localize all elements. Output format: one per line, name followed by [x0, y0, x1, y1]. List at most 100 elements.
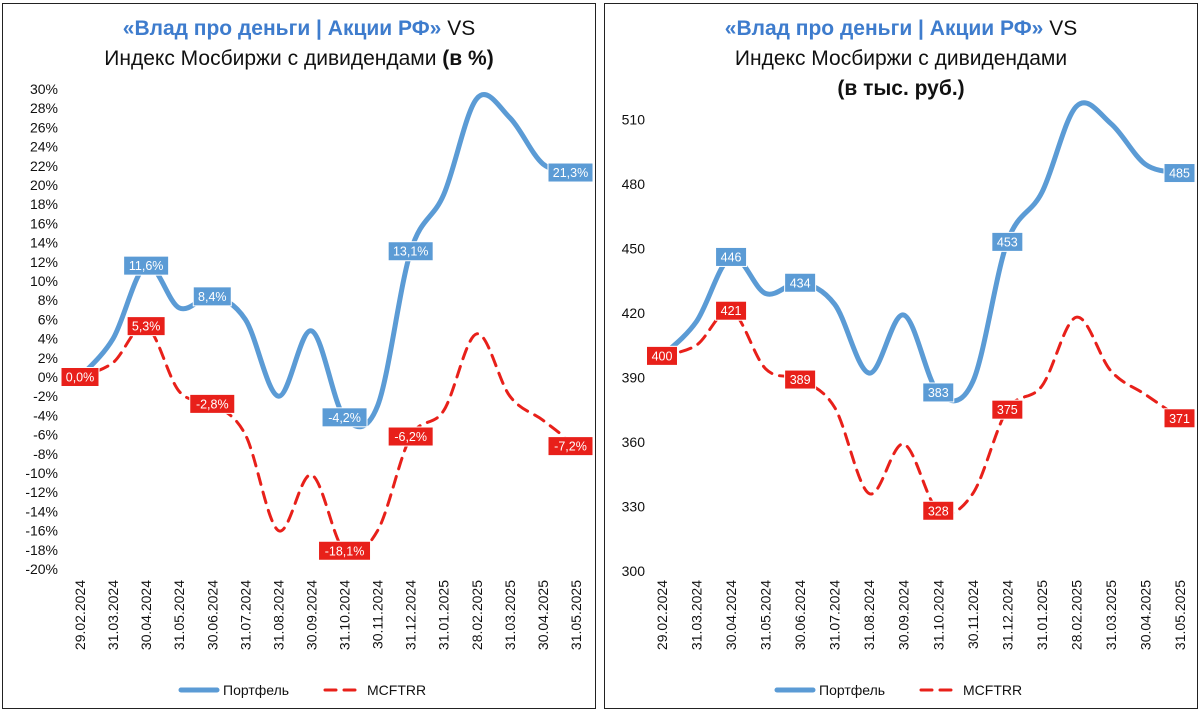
y-tick-label: -2%: [33, 388, 58, 404]
data-label: 434: [784, 272, 817, 293]
y-tick-label: -20%: [25, 561, 58, 577]
data-label: 383: [922, 382, 955, 403]
data-label: 485: [1163, 163, 1196, 184]
data-label: -2,8%: [189, 393, 236, 414]
data-label: 11,6%: [123, 255, 170, 276]
svg-text:-18,1%: -18,1%: [325, 544, 365, 558]
x-tick-label: 30.09.2024: [896, 580, 912, 650]
x-tick-label: 31.08.2024: [270, 580, 286, 650]
legend-label-mcftrr: MCFTRR: [963, 682, 1022, 698]
legend-label-mcftrr: MCFTRR: [367, 682, 426, 698]
data-label: 389: [784, 369, 817, 390]
chart-panel-rubles: «Влад про деньги | Акции РФ» VS Индекс М…: [604, 3, 1198, 709]
x-tick-label: 31.07.2024: [237, 580, 253, 650]
y-tick-label: 20%: [30, 177, 58, 193]
chart-title-vs: VS: [441, 17, 476, 40]
svg-text:446: 446: [721, 250, 742, 264]
chart-title-line3: (в тыс. руб.): [837, 77, 965, 100]
y-tick-label: 16%: [30, 215, 58, 231]
line-chart-percent: -20% -18% -16% -14% -12% -10% -8% -6% -4% -2% 0% 2%…: [25, 81, 594, 698]
y-tick-label: 300: [622, 563, 646, 579]
svg-text:383: 383: [928, 386, 949, 400]
data-label: 0,0%: [60, 367, 100, 387]
y-tick-label: 330: [622, 498, 646, 514]
data-label: 5,3%: [126, 316, 166, 337]
series-line-portfolio: [77, 92, 579, 430]
series-line-mcftrr: [78, 324, 578, 556]
y-tick-label: 24%: [30, 139, 58, 155]
y-tick-label: 480: [622, 176, 646, 192]
y-tick-label: -8%: [33, 446, 58, 462]
x-tick-label: 29.02.2024: [72, 580, 88, 650]
data-label: 375: [991, 399, 1024, 420]
y-tick-label: -18%: [25, 542, 58, 558]
legend-label-portfolio: Портфель: [223, 682, 289, 698]
svg-text:0,0%: 0,0%: [66, 371, 95, 385]
y-tick-label: 0%: [38, 369, 58, 385]
data-label: 371: [1163, 408, 1196, 429]
chart-panel-percent: «Влад про деньги | Акции РФ» VS Индекс М…: [2, 3, 596, 709]
data-label: 8,4%: [192, 286, 232, 307]
x-tick-label: 30.04.2025: [535, 580, 551, 650]
y-tick-label: 10%: [30, 273, 58, 289]
y-tick-label: -14%: [25, 503, 58, 519]
data-label: 446: [715, 246, 748, 267]
x-tick-label: 29.02.2024: [654, 580, 670, 650]
x-tick-label: 31.10.2024: [337, 580, 353, 650]
y-tick-label: 4%: [38, 331, 58, 347]
x-tick-label: 31.01.2025: [436, 580, 452, 650]
y-tick-label: 510: [622, 111, 646, 127]
data-label: -6,2%: [387, 426, 434, 447]
x-tick-label: 31.10.2024: [930, 580, 946, 650]
y-tick-label: 360: [622, 434, 646, 450]
svg-text:375: 375: [997, 403, 1018, 417]
x-tick-label: 31.05.2025: [1172, 580, 1188, 650]
y-tick-label: 22%: [30, 158, 58, 174]
chart-title-brand: «Влад про деньги | Акции РФ»: [724, 17, 1044, 40]
data-label: -4,2%: [321, 407, 368, 428]
data-label: 21,3%: [547, 162, 594, 183]
y-tick-label: 14%: [30, 235, 58, 251]
x-tick-label: 30.09.2024: [303, 580, 319, 650]
svg-text:-2,8%: -2,8%: [196, 397, 229, 411]
x-tick-label: 31.03.2025: [1103, 580, 1119, 650]
svg-text:400: 400: [652, 349, 673, 363]
x-tick-label: 30.11.2024: [965, 580, 981, 649]
y-tick-label: -4%: [33, 407, 58, 423]
y-tick-label: 2%: [38, 350, 58, 366]
chart-title-line1: «Влад про деньги | Акции РФ» VS: [605, 16, 1197, 42]
series-line-mcftrr: [660, 309, 1182, 516]
y-tick-label: 420: [622, 305, 646, 321]
svg-text:328: 328: [928, 504, 949, 518]
chart-title-vs: VS: [1043, 17, 1078, 40]
svg-text:453: 453: [997, 235, 1018, 249]
chart-title-text: Индекс Мосбиржи с дивидендами: [104, 47, 443, 70]
x-tick-label: 31.05.2024: [758, 580, 774, 650]
x-tick-label: 30.04.2024: [138, 580, 154, 650]
x-tick-label: 31.12.2024: [999, 580, 1015, 650]
x-tick-label: 31.12.2024: [403, 580, 419, 650]
x-tick-label: 30.06.2024: [204, 580, 220, 650]
svg-text:-7,2%: -7,2%: [554, 440, 587, 454]
x-tick-label: 31.03.2025: [502, 580, 518, 650]
legend-label-portfolio: Портфель: [819, 682, 885, 698]
svg-text:11,6%: 11,6%: [129, 259, 164, 273]
svg-text:-6,2%: -6,2%: [394, 430, 427, 444]
chart-title-text: Индекс Мосбиржи с дивидендами: [734, 47, 1068, 70]
y-tick-label: -10%: [25, 465, 58, 481]
y-tick-label: 390: [622, 369, 646, 385]
y-tick-label: 28%: [30, 100, 58, 116]
x-tick-label: 31.01.2025: [1034, 580, 1050, 650]
y-tick-label: 450: [622, 240, 646, 256]
data-label: -18,1%: [318, 540, 372, 561]
y-tick-label: 8%: [38, 292, 58, 308]
y-tick-label: 18%: [30, 196, 58, 212]
x-tick-label: 30.06.2024: [792, 580, 808, 650]
series-line-portfolio: [659, 100, 1183, 404]
y-tick-label: 30%: [30, 81, 58, 97]
x-tick-label: 30.04.2025: [1137, 580, 1153, 650]
x-tick-label: 28.02.2025: [1068, 580, 1084, 650]
data-label: 453: [991, 231, 1024, 252]
data-label: 400: [646, 345, 678, 366]
svg-text:389: 389: [790, 373, 811, 387]
